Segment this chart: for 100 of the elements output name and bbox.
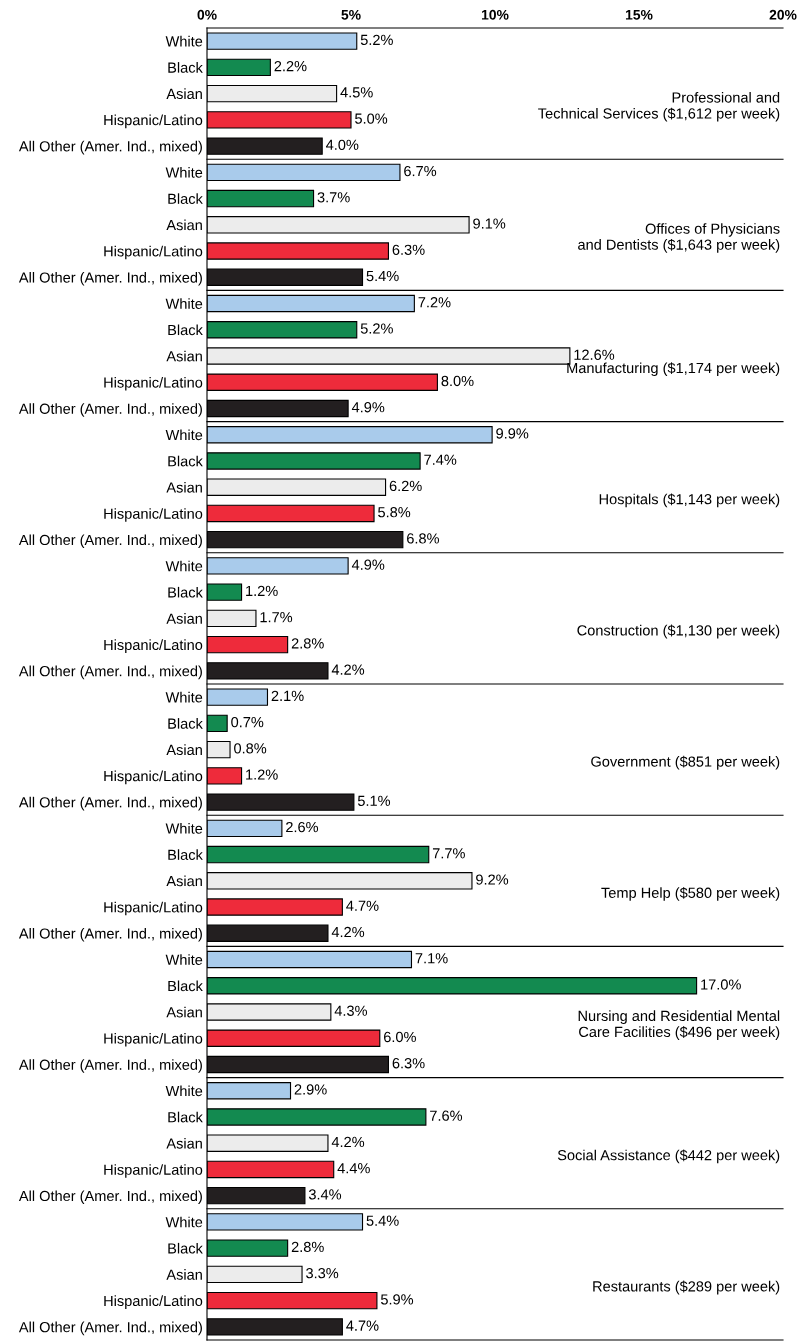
y-tick-label: All Other (Amer. Ind., mixed) [18, 403, 202, 417]
y-tick-label: White [165, 823, 203, 834]
y-tick-label: Asian [166, 744, 202, 756]
y-tick-label: Asian [166, 875, 202, 887]
data-label: 9.1% [473, 218, 506, 229]
y-tick-label: Black [168, 586, 203, 598]
data-label: 6.3% [392, 244, 425, 255]
data-label: 6.0% [384, 1031, 416, 1043]
y-tick-label: White [165, 560, 203, 572]
y-tick-label: Hispanic/Latino [104, 1164, 203, 1178]
data-label: 5.2% [360, 34, 393, 46]
annotation: Temp Help ($580 per week) [601, 887, 780, 901]
data-label: 6.2% [389, 480, 422, 492]
annotation: Nursing and Residential Mental Care Facilities ($496 per week) [578, 1010, 780, 1040]
y-tick-label: Asian [166, 219, 202, 231]
y-tick-label: Asian [166, 1137, 202, 1149]
data-label: 4.2% [331, 1136, 365, 1148]
annotation: Restaurants ($289 per week) [593, 1280, 780, 1295]
data-label: 12.6% [574, 349, 615, 360]
data-label: 4.5% [340, 87, 373, 98]
data-label: 5.9% [380, 1294, 414, 1305]
x-tick-label: 10% [481, 9, 509, 20]
data-label: 2.1% [271, 690, 304, 701]
data-label: 0.7% [231, 716, 264, 728]
data-label: 2.8% [291, 638, 324, 649]
annotation: Offices of Physicians and Dentists ($1,643 per week) [578, 223, 780, 253]
data-label: 5.4% [366, 270, 399, 282]
data-label: 3.4% [308, 1189, 342, 1200]
y-tick-label: Hispanic/Latino [104, 639, 203, 653]
data-label: 7.4% [424, 454, 457, 465]
y-tick-label: White [165, 298, 203, 309]
y-tick-label: All Other (Amer. Ind., mixed) [18, 1059, 202, 1073]
data-label: 3.3% [306, 1267, 339, 1279]
y-tick-label: All Other (Amer. Ind., mixed) [18, 140, 202, 155]
y-tick-label: White [165, 1216, 203, 1228]
y-tick-label: All Other (Amer. Ind., mixed) [18, 534, 202, 548]
y-tick-label: Hispanic/Latino [104, 770, 203, 785]
y-tick-label: All Other (Amer. Ind., mixed) [18, 665, 202, 680]
y-tick-label: Asian [166, 481, 202, 493]
data-label: 6.3% [392, 1058, 425, 1069]
y-tick-label: Black [168, 718, 203, 729]
data-label: 9.2% [476, 874, 509, 885]
data-label: 1.2% [246, 585, 278, 597]
data-label: 4.7% [346, 900, 379, 911]
data-label: 2.2% [274, 60, 307, 72]
data-label: 7.7% [432, 848, 465, 859]
data-label: 4.9% [351, 559, 385, 570]
y-tick-label: All Other (Amer. Ind., mixed) [18, 928, 202, 942]
y-tick-label: Black [168, 193, 203, 204]
data-label: 2.8% [291, 1241, 324, 1253]
data-label: 4.9% [351, 402, 385, 413]
y-tick-label: Hispanic/Latino [104, 1032, 203, 1047]
y-tick-label: All Other (Amer. Ind., mixed) [18, 1321, 202, 1336]
x-tick-label: 5% [341, 9, 361, 20]
y-tick-label: Hispanic/Latino [104, 245, 203, 260]
annotation: Construction ($1,130 per week) [577, 624, 780, 639]
data-label: 5.8% [378, 507, 411, 518]
y-tick-label: Asian [166, 88, 202, 100]
data-label: 8.0% [441, 375, 474, 387]
data-label: 4.2% [331, 664, 365, 675]
annotation: Social Assistance ($442 per week) [557, 1149, 780, 1164]
data-label: 9.9% [496, 428, 529, 439]
y-tick-label: Asian [166, 613, 202, 624]
y-tick-label: White [165, 167, 203, 178]
x-tick-label: 0% [197, 9, 217, 20]
y-tick-label: White [165, 691, 203, 703]
data-label: 3.7% [317, 192, 350, 203]
data-label: 4.3% [334, 1005, 368, 1016]
annotation: Manufacturing ($1,174 per week) [567, 362, 780, 377]
y-tick-label: All Other (Amer. Ind., mixed) [18, 272, 202, 286]
x-tick-label: 20% [769, 9, 797, 20]
y-tick-label: White [165, 35, 203, 47]
y-tick-label: White [165, 954, 203, 965]
data-label: 7.1% [415, 953, 448, 964]
data-label: 0.8% [234, 743, 267, 754]
y-tick-label: Hispanic/Latino [104, 901, 203, 916]
y-tick-label: Hispanic/Latino [104, 376, 203, 391]
y-tick-label: All Other (Amer. Ind., mixed) [18, 1190, 202, 1204]
y-tick-label: White [165, 1085, 203, 1097]
data-label: 4.0% [325, 139, 359, 150]
data-label: 6.8% [407, 533, 440, 544]
y-tick-label: White [165, 429, 203, 441]
y-tick-label: All Other (Amer. Ind., mixed) [18, 796, 202, 811]
y-tick-label: Asian [166, 350, 202, 362]
data-label: 17.0% [701, 979, 741, 990]
y-tick-label: Black [168, 849, 203, 860]
data-label: 7.6% [430, 1110, 463, 1121]
y-tick-label: Black [168, 324, 203, 336]
data-label: 7.2% [418, 297, 451, 308]
data-label: 4.7% [346, 1320, 379, 1331]
y-tick-label: Hispanic/Latino [104, 1295, 203, 1309]
data-label: 1.2% [246, 769, 278, 780]
data-label: 5.4% [366, 1215, 399, 1226]
data-label: 5.1% [357, 795, 391, 806]
data-label: 2.6% [286, 821, 319, 833]
data-label: 5.2% [360, 323, 393, 334]
y-tick-label: Hispanic/Latino [104, 508, 203, 522]
y-tick-label: Asian [166, 1006, 202, 1018]
annotation: Professional and Technical Services ($1,612 per week) [538, 91, 780, 122]
y-tick-label: Black [168, 1242, 203, 1254]
